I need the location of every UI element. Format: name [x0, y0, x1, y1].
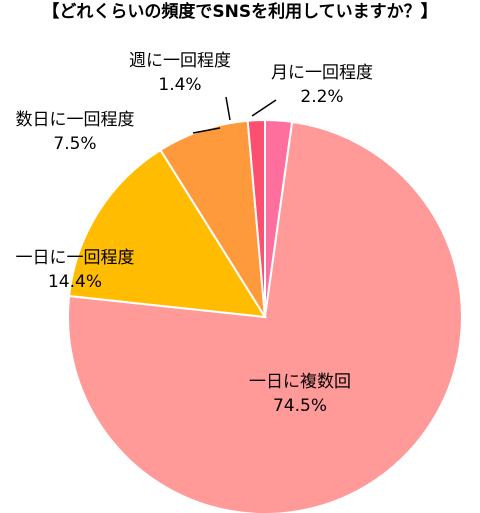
pie-slices [67, 118, 463, 513]
slice-value-label: 7.5% [53, 134, 96, 154]
leader-lines [192, 96, 277, 134]
slice-value-label: 2.2% [300, 87, 343, 107]
chart-title: 【どれくらいの頻度でSNSを利用していますか？】 [42, 2, 438, 22]
pie-slice [68, 148, 267, 319]
slice-value-label: 14.4% [48, 272, 102, 292]
slice-category-label: 一日に複数回 [249, 372, 351, 392]
leader-line [192, 127, 221, 134]
slice-value-label: 1.4% [158, 75, 201, 95]
leader-line [225, 96, 231, 121]
slice-category-label: 週に一回程度 [129, 51, 231, 71]
slice-category-label: 一日に一回程度 [16, 248, 135, 268]
slice-category-label: 月に一回程度 [271, 63, 373, 83]
slice-category-label: 数日に一回程度 [16, 110, 135, 130]
leader-line [251, 99, 277, 117]
slice-labels: 月に一回程度 2.2% 一日に複数回 74.5% 一日に一回程度 14.4% 数日に一回程度… [16, 51, 374, 416]
slice-value-label: 74.5% [273, 396, 327, 416]
pie-slice [246, 118, 266, 318]
